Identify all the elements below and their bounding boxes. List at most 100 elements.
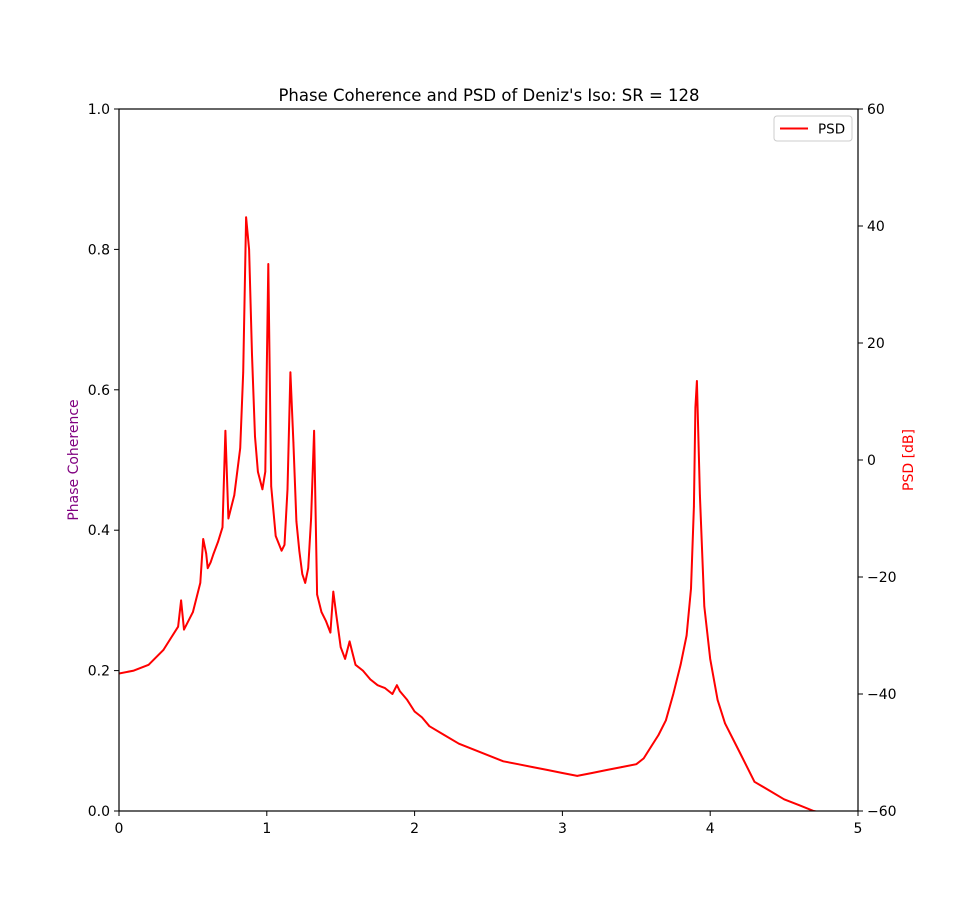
data-point [561, 772, 564, 774]
data-point [292, 441, 295, 444]
x-tick-label: 2 [410, 821, 419, 837]
data-point [487, 754, 490, 757]
data-point [270, 485, 273, 488]
data-point [458, 742, 460, 745]
data-point [369, 678, 372, 681]
data-point [685, 634, 688, 637]
data-point [212, 552, 215, 555]
right-y-tick-label: 0 [867, 453, 876, 469]
data-point [798, 804, 800, 806]
x-tick-label: 4 [706, 821, 715, 837]
data-point [657, 734, 660, 736]
data-point [517, 763, 519, 765]
data-point [147, 664, 150, 666]
right-y-tick-label: −60 [867, 804, 897, 820]
data-point [192, 611, 194, 613]
data-point [335, 614, 338, 616]
data-point [546, 769, 549, 771]
data-point [267, 263, 270, 265]
data-point [286, 488, 289, 491]
data-point [620, 766, 623, 768]
data-point [696, 380, 698, 382]
data-point [254, 435, 256, 438]
data-point [413, 710, 416, 713]
data-point [245, 216, 247, 218]
left-axis-label: Phase Coherence [66, 399, 82, 520]
data-point [384, 687, 386, 689]
data-point [239, 447, 241, 450]
right-y-tick-label: −40 [867, 687, 897, 703]
data-point [313, 430, 315, 432]
data-point [348, 640, 351, 643]
data-point [753, 781, 756, 783]
data-point [679, 664, 682, 666]
data-point [233, 494, 236, 496]
x-tick-label: 0 [115, 821, 124, 837]
data-point [399, 690, 401, 692]
left-y-tick-label: 1.0 [88, 102, 110, 118]
data-point [261, 488, 264, 491]
left-y-tick-label: 0.0 [88, 804, 110, 820]
data-point [251, 353, 253, 356]
data-point [396, 684, 398, 686]
data-point [221, 526, 224, 529]
data-point [248, 248, 250, 251]
data-point [605, 769, 608, 771]
data-point [362, 669, 364, 672]
data-point [180, 599, 182, 602]
data-point [298, 549, 301, 552]
data-point [768, 789, 771, 792]
chart-title: Phase Coherence and PSD of Deniz's Iso: … [278, 86, 699, 105]
data-point [199, 582, 202, 584]
data-point [783, 798, 785, 801]
data-point [690, 587, 692, 590]
data-point [642, 757, 645, 760]
legend-label-psd: PSD [818, 122, 845, 138]
data-point [264, 470, 267, 473]
data-point [376, 684, 379, 686]
right-y-axis: −60 −40 −20 0 20 40 60 [858, 102, 897, 820]
data-point [532, 766, 534, 768]
data-point [344, 658, 346, 660]
data-point [472, 748, 475, 751]
x-tick-label: 1 [262, 821, 271, 837]
data-point [301, 573, 304, 575]
data-point [699, 494, 701, 496]
data-point [443, 734, 446, 736]
data-point [354, 664, 357, 666]
data-point [133, 669, 135, 672]
data-point [206, 567, 209, 569]
data-point [421, 716, 423, 719]
data-point [635, 763, 638, 765]
data-point [428, 725, 431, 727]
data-point [274, 535, 277, 537]
data-point [289, 371, 292, 374]
right-y-tick-label: 20 [867, 336, 885, 352]
data-point [332, 590, 335, 593]
x-tick-label: 3 [558, 821, 567, 837]
left-y-tick-label: 0.4 [88, 523, 110, 539]
data-point [205, 552, 207, 555]
data-point [694, 406, 697, 409]
data-point [304, 582, 307, 584]
data-point [227, 517, 230, 520]
data-point [591, 772, 593, 774]
x-axis: 0 1 2 3 4 5 [115, 811, 863, 837]
right-y-tick-label: −20 [867, 570, 897, 586]
data-point [391, 693, 394, 695]
x-tick-label: 5 [854, 821, 863, 837]
data-point [162, 649, 165, 651]
data-point [320, 611, 323, 613]
data-point [693, 506, 695, 508]
data-point [716, 699, 719, 701]
legend: PSD [773, 115, 853, 142]
left-y-tick-label: 0.2 [88, 664, 110, 680]
data-point [202, 538, 204, 540]
series-line-psd [119, 216, 819, 811]
data-point [703, 605, 706, 608]
data-point [406, 699, 409, 701]
data-point [217, 541, 219, 543]
data-point [576, 775, 578, 777]
